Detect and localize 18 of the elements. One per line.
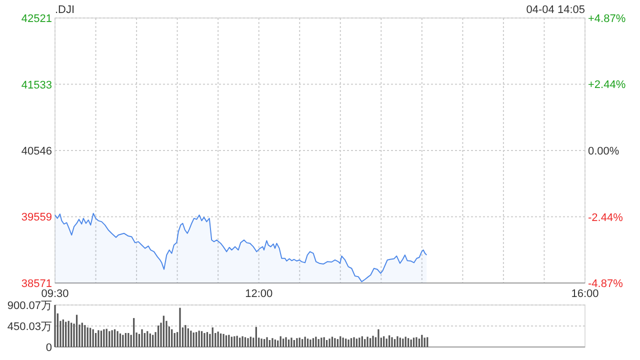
- chart-title: .DJI: [55, 4, 75, 16]
- x-tick-label: 12:00: [245, 288, 273, 300]
- y-tick-label: 39559: [21, 212, 52, 224]
- text: 04-04 14:05: [526, 4, 585, 16]
- y-tick-label: 42521: [21, 13, 52, 25]
- y-tick-label: 900.07万: [7, 300, 52, 312]
- y-tick-label: 41533: [21, 79, 52, 92]
- y2-tick-label: 0.00%: [588, 146, 620, 158]
- y2-tick-label: -2.44%: [588, 212, 624, 224]
- y-tick-label: 40546: [21, 146, 52, 158]
- x-tick-label: 09:30: [41, 288, 69, 300]
- y2-tick-label: -4.87%: [588, 278, 624, 290]
- y2-tick-label: +4.87%: [588, 13, 626, 25]
- y-tick-label: 450.03万: [7, 321, 52, 333]
- x-tick-label: 16:00: [571, 288, 599, 300]
- y-tick-label: 0: [46, 342, 52, 354]
- y2-tick-label: +2.44%: [588, 79, 626, 92]
- y-tick-label: 38571: [21, 278, 52, 290]
